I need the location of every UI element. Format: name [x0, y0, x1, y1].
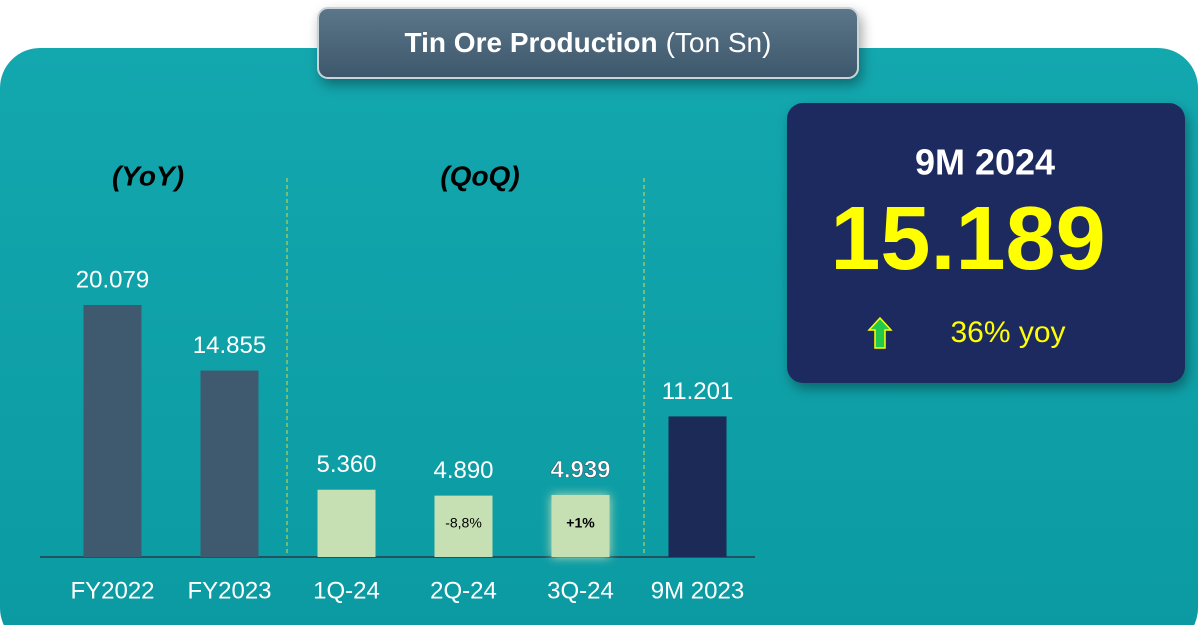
- bar: [668, 416, 727, 557]
- bar: [200, 370, 259, 557]
- bar: [434, 495, 493, 557]
- section-label: (YoY): [112, 160, 184, 191]
- value-label: 20.079: [76, 266, 149, 293]
- value-label: 4.890: [433, 457, 493, 484]
- bar: [83, 305, 142, 557]
- highlight-value: 15.189: [830, 189, 1105, 289]
- unit: (Ton Sn): [666, 27, 772, 58]
- value-label: 4.939: [550, 456, 610, 483]
- x-tick-label: 3Q-24: [547, 577, 614, 604]
- up-arrow: [867, 316, 893, 349]
- highlight-label: 9M 2024: [915, 142, 1055, 183]
- x-tick-label: 9M 2023: [651, 577, 744, 604]
- change-label: -8,8%: [445, 515, 482, 531]
- bar: [317, 489, 376, 557]
- title-box: [317, 7, 859, 79]
- x-tick-label: FY2022: [70, 577, 154, 604]
- highlight-change: 36% yoy: [950, 316, 1065, 349]
- section-label: (QoQ): [440, 160, 519, 191]
- highlight-box: [787, 103, 1185, 383]
- value-label: 14.855: [193, 332, 266, 359]
- value-label: 11.201: [662, 378, 734, 405]
- title-text: Tin Ore Production: [405, 27, 658, 58]
- change-label: +1%: [566, 515, 595, 531]
- bar: [551, 495, 610, 557]
- x-tick-label: 1Q-24: [313, 577, 380, 604]
- x-tick-label: FY2023: [187, 577, 271, 604]
- value-label: 5.360: [316, 451, 376, 478]
- title: Tin Ore Production (Ton Sn): [405, 27, 772, 58]
- x-tick-label: 2Q-24: [430, 577, 497, 604]
